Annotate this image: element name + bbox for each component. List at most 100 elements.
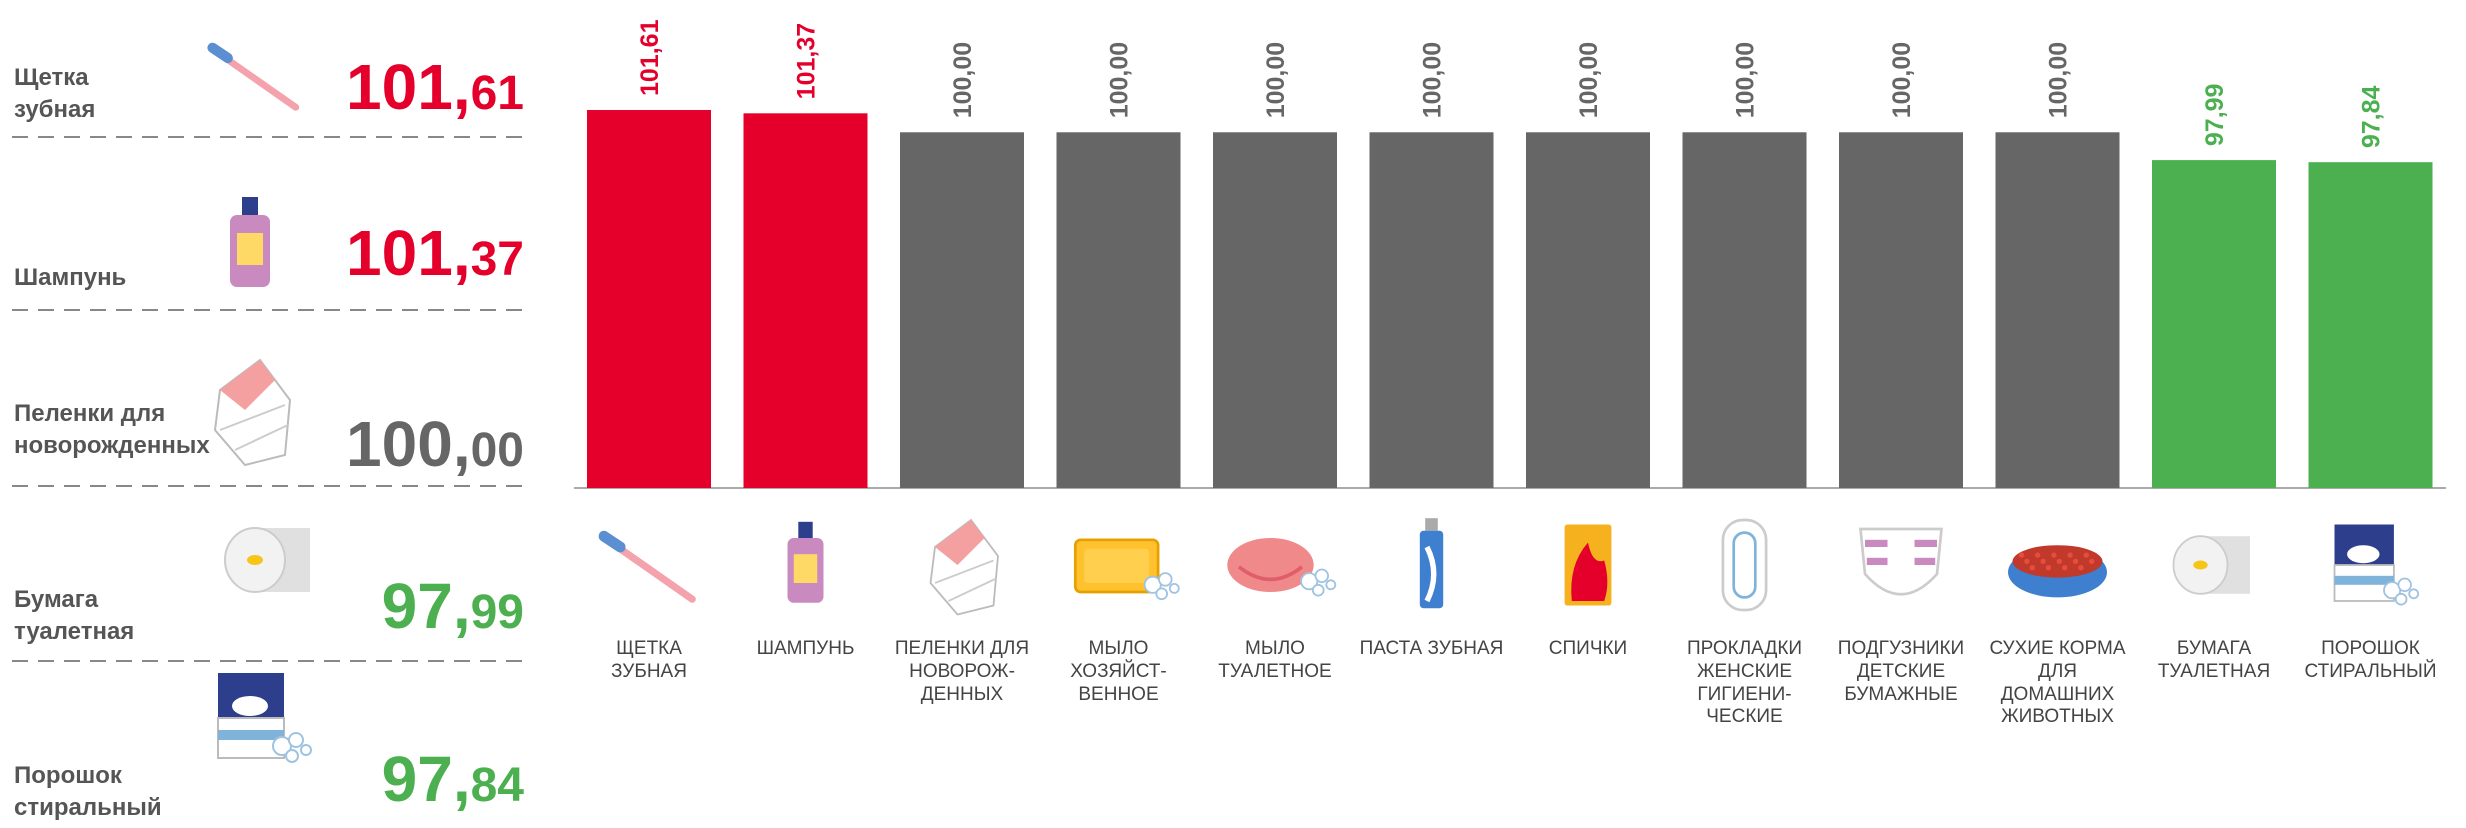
icon [929, 518, 999, 616]
item-name: Пеленки для новорожденных [14, 400, 210, 460]
x-tick-label: ПАСТА ЗУБНАЯ [1359, 638, 1504, 659]
x-tick-label: ПЕЛЕНКИ ДЛЯ НОВОРОЖ- ДЕННЫХ [894, 638, 1030, 705]
icon-part [1311, 583, 1325, 597]
icon-part [234, 424, 289, 451]
item-name: Порошок стиральный [14, 762, 162, 822]
icon-part [948, 577, 997, 602]
item-name: Шампунь [14, 264, 127, 291]
icon-part [1158, 572, 1173, 587]
x-tick-label: БУМАГА ТУАЛЕТНАЯ [2157, 638, 2271, 682]
icon-part [1325, 579, 1337, 591]
icon [1227, 538, 1337, 597]
item-name: Бумага туалетная [14, 586, 135, 646]
item-value: 97,99 [382, 570, 524, 642]
bar [1369, 132, 1494, 489]
icon-part [2035, 552, 2041, 558]
x-tick-label: ПРОКЛАДКИ ЖЕНСКИЕ ГИГИЕНИ- ЧЕСКИЕ [1686, 638, 1803, 728]
icon-part [1314, 568, 1330, 584]
icon-part [2051, 552, 2057, 558]
icon-part [2334, 575, 2394, 585]
icon-part [1571, 542, 1608, 601]
icon [2172, 535, 2250, 595]
icon-part [2193, 560, 2208, 570]
icon-part [2067, 552, 2073, 558]
icon-part [2056, 558, 2062, 565]
icon-part [1732, 531, 1757, 599]
icon-part [1237, 565, 1304, 582]
icon-part [2089, 558, 2095, 565]
x-tick-label: ЩЕТКА ЗУБНАЯ [611, 638, 687, 682]
icon-part [2347, 545, 2380, 564]
value-label: 97,99 [2201, 84, 2229, 147]
icon [2008, 545, 2107, 598]
icon-part [2045, 565, 2052, 571]
icon-part [935, 520, 985, 565]
value-label: 100,00 [2045, 42, 2073, 118]
x-tick-label: МЫЛО ТУАЛЕТНОЕ [1218, 638, 1332, 682]
icon-part [598, 530, 626, 553]
icon [1859, 527, 1943, 596]
icon-part [2083, 552, 2089, 558]
item-name: Щетка зубная [14, 64, 96, 124]
value-label: 100,00 [949, 42, 977, 118]
value-label: 100,00 [1262, 42, 1290, 118]
value-label: 97,84 [2358, 86, 2386, 149]
icon-part [2072, 558, 2079, 565]
icon-part [1914, 539, 1937, 547]
icon-part [2078, 565, 2084, 571]
icon [1564, 524, 1612, 606]
icon-part [247, 555, 263, 565]
icon-part [1865, 539, 1888, 547]
icon-part [2040, 558, 2046, 565]
x-tick-label: ПОДГУЗНИКИ ДЕТСКИЕ БУМАЖНЫЕ [1837, 638, 1965, 705]
x-tick-label: МЫЛО ХОЗЯЙСТ- ВЕННОЕ [1070, 638, 1167, 705]
icon-part [798, 521, 813, 538]
icon-part [285, 749, 299, 763]
icon-part [934, 559, 994, 584]
icon [230, 197, 270, 287]
value-label: 100,00 [1888, 42, 1916, 118]
item-value: 100,00 [346, 408, 524, 480]
bar [1056, 132, 1181, 489]
value-label: 101,37 [793, 23, 821, 99]
icon-part [215, 50, 300, 111]
icon-part [207, 42, 233, 64]
icon-part [288, 732, 304, 748]
item-value: 101,61 [346, 51, 524, 123]
icon-part [2397, 577, 2412, 593]
icon-part [2408, 588, 2420, 600]
icon-part [219, 404, 286, 431]
icon [787, 521, 824, 603]
bar [1213, 132, 1337, 489]
icon-part [2018, 552, 2025, 558]
icon [217, 673, 312, 763]
icon-part [1155, 587, 1169, 601]
icon [2333, 524, 2420, 606]
icon-part [2394, 592, 2408, 606]
icon-part [1168, 583, 1180, 594]
bar [743, 113, 868, 488]
icon-part [2024, 558, 2030, 565]
value-label: 100,00 [1575, 42, 1603, 118]
bar [1682, 132, 1807, 489]
icon-part [242, 197, 258, 215]
bar [1995, 132, 2120, 489]
icon-part [1866, 557, 1888, 565]
icon-part [220, 360, 275, 410]
value-label: 101,61 [636, 19, 664, 96]
x-tick-label: ПОРОШОК СТИРАЛЬНЫЙ [2304, 638, 2437, 682]
icon-part [2062, 565, 2068, 571]
icon-part [607, 538, 696, 603]
bar [2152, 160, 2276, 488]
icon-part [1227, 538, 1314, 592]
icon [598, 530, 696, 603]
icon-part [232, 696, 268, 716]
icon-part [1425, 518, 1438, 531]
icon [213, 358, 292, 467]
icon-part [1424, 545, 1437, 603]
icon [207, 42, 300, 111]
icon-part [1914, 557, 1936, 565]
icon-part [218, 730, 284, 740]
icon-part [237, 233, 263, 265]
